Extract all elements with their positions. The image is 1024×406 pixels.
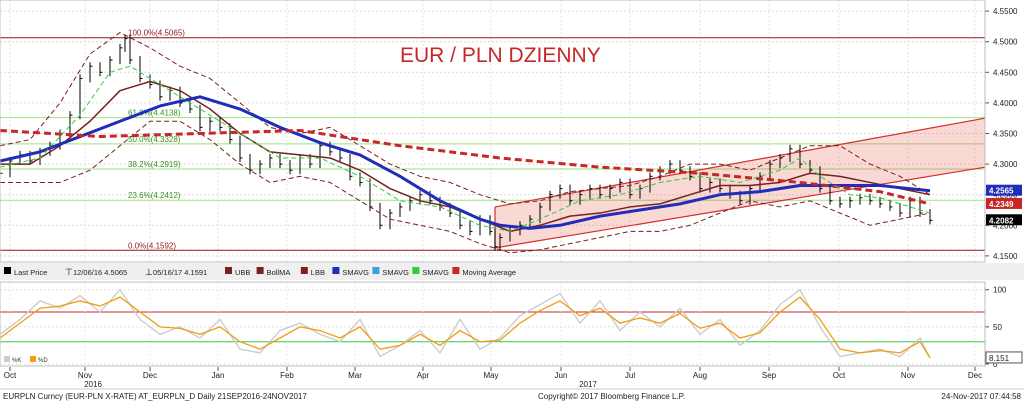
last-value-box <box>986 214 1022 226</box>
y-tick-label: 4.5000 <box>993 38 1018 47</box>
series-smavg <box>0 95 931 230</box>
legend: Last Price ⊤ 12/06/16 4.5065 ⊥ 05/16/17 4.15… <box>4 267 516 277</box>
y-tick-label: 4.3500 <box>993 130 1018 139</box>
y-tick-label: 4.4000 <box>993 99 1018 108</box>
legend-swatch <box>300 267 308 274</box>
x-year-label: 2017 <box>579 380 597 389</box>
oscillator-series <box>0 288 931 359</box>
legend-glyph: ⊥ <box>145 267 153 277</box>
series-ubb <box>0 32 931 205</box>
legend-swatch <box>4 267 11 274</box>
series-last-price <box>0 34 933 251</box>
x-tick-label: Feb <box>280 371 294 380</box>
oscillator-y-axis: 100 50 08.151 <box>985 286 1023 369</box>
legend-swatch <box>225 267 232 274</box>
osc-y-tick-label: 50 <box>993 323 1002 332</box>
legend-label: BollMA <box>267 268 291 277</box>
osc-last-value-label: 8.151 <box>989 354 1010 363</box>
fib-label: 100.0%(4.5065) <box>128 29 185 38</box>
osc-legend-swatch <box>30 356 36 362</box>
oscillator-panel-frame <box>0 281 986 367</box>
legend-bar <box>0 263 1024 280</box>
chart-title: EUR / PLN DZIENNY <box>400 44 601 67</box>
x-tick-label: Jan <box>212 371 225 380</box>
legend-label: SMAVG <box>422 268 449 277</box>
legend-label: SMAVG <box>382 268 409 277</box>
footer-left: EURPLN Curncy (EUR-PLN X-RATE) AT_EURPLN… <box>3 392 307 401</box>
x-tick-label: Oct <box>833 371 846 380</box>
y-tick-label: 4.4500 <box>993 68 1018 77</box>
footer-right: 24-Nov-2017 07:44:58 <box>941 392 1021 401</box>
x-tick-label: Dec <box>968 371 982 380</box>
x-tick-label: Aug <box>693 371 707 380</box>
osc-legend-label: %K <box>12 358 21 364</box>
series-smavg <box>0 65 931 232</box>
osc-legend-label: %D <box>38 358 48 364</box>
x-tick-label: Apr <box>417 371 430 380</box>
fib-label: 38.2%(4.2919) <box>128 160 181 169</box>
legend-swatch <box>256 267 264 274</box>
x-tick-label: Mar <box>348 371 362 380</box>
y-tick-label: 4.1500 <box>993 252 1018 261</box>
legend-label: 12/06/16 4.5065 <box>73 268 127 277</box>
legend-label: Last Price <box>14 268 47 277</box>
fib-label: 61.8%(4.4138) <box>128 109 181 118</box>
x-tick-label: Sep <box>762 371 777 380</box>
legend-swatch <box>452 267 460 274</box>
channel-lower-line <box>494 166 986 249</box>
footer-center: Copyright© 2017 Bloomberg Finance L.P. <box>538 392 685 401</box>
price-series <box>0 32 933 254</box>
last-value-labels: 4.2565 4.2349 4.2082 <box>986 184 1022 226</box>
fib-label: 23.6%(4.2412) <box>128 191 181 200</box>
legend-label: UBB <box>235 268 250 277</box>
x-tick-label: Jul <box>625 371 635 380</box>
channel-upper-line <box>494 117 986 208</box>
last-value-box <box>986 184 1022 196</box>
last-value-label: 4.2565 <box>989 187 1014 196</box>
fibonacci-levels: 100.0%(4.5065) 61.8%(4.4138) 50.0%(4.3328)… <box>0 29 985 251</box>
x-tick-label: Nov <box>901 371 915 380</box>
fib-label: 0.0%(4.1592) <box>128 241 176 250</box>
last-value-label: 4.2082 <box>989 216 1014 225</box>
legend-label: SMAVG <box>342 268 369 277</box>
osc-legend-swatch <box>4 356 10 362</box>
oscillator-legend: %K %D <box>4 356 48 364</box>
x-tick-label: Dec <box>143 371 157 380</box>
legend-label: LBB <box>311 268 325 277</box>
channel-fill <box>495 118 985 248</box>
legend-glyph: ⊤ <box>65 267 73 277</box>
legend-swatch <box>332 267 340 274</box>
y-tick-label: 4.5500 <box>993 7 1018 16</box>
legend-swatch <box>372 267 380 274</box>
main-panel-frame <box>0 0 986 263</box>
main-grid <box>0 0 985 262</box>
osc-y-tick-label: 0 <box>993 360 998 369</box>
legend-label: Moving Average <box>462 268 516 277</box>
osc-series-d <box>0 296 931 359</box>
x-tick-label: May <box>483 371 498 380</box>
x-tick-label: Jun <box>555 371 568 380</box>
x-tick-label: Nov <box>78 371 92 380</box>
osc-y-tick-label: 100 <box>993 286 1007 295</box>
osc-last-value-box <box>985 351 1023 364</box>
last-value-label: 4.2349 <box>989 200 1014 209</box>
legend-swatch <box>412 267 420 274</box>
fib-label: 50.0%(4.3328) <box>128 135 181 144</box>
y-tick-label: 4.3000 <box>993 160 1018 169</box>
last-value-box <box>986 197 1022 209</box>
x-tick-label: Oct <box>4 371 17 380</box>
series-moving-average <box>0 128 931 206</box>
x-year-label: 2016 <box>84 380 102 389</box>
time-x-axis: Oct Nov Dec Jan Feb Mar Apr May Jun Jul Aug Sep Oct N… <box>4 367 982 389</box>
legend-label: 05/16/17 4.1591 <box>153 268 207 277</box>
y-tick-label: 4.2000 <box>993 221 1018 230</box>
osc-series-k <box>0 288 931 359</box>
